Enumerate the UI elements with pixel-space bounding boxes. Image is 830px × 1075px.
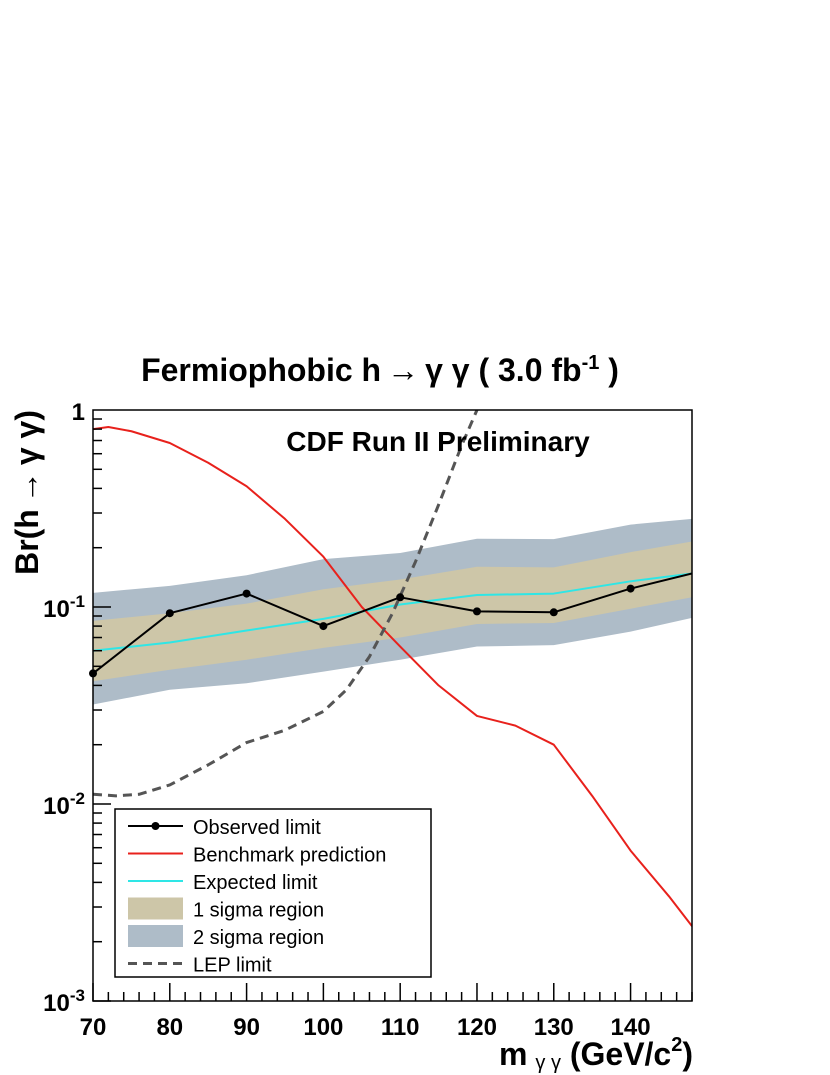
ylabel-arrow: → [9, 471, 45, 503]
benchmark-prediction-line [93, 425, 692, 927]
legend-label-1-sigma-region: 1 sigma region [193, 900, 324, 922]
legend-label-lep-limit: LEP limit [193, 955, 272, 977]
lep-limit-line [93, 410, 479, 798]
legend-box [114, 808, 432, 978]
observed-limit-point [549, 608, 558, 617]
observed-limit-point [319, 622, 328, 631]
legend-marker-observed-limit [151, 822, 160, 830]
ylabel-main: Br(h [9, 509, 45, 575]
observed-limit-point [396, 593, 405, 602]
xlabel-unit: (GeV/c [561, 1036, 671, 1072]
xlabel-main: m [499, 1036, 527, 1072]
x-tick-label: 70 [80, 1014, 107, 1041]
x-tick-label: 100 [303, 1014, 343, 1041]
legend-label-observed-limit: Observed limit [193, 817, 321, 839]
legend-label-expected-limit: Expected limit [193, 872, 318, 894]
legend-label-benchmark-prediction: Benchmark prediction [193, 845, 386, 867]
x-axis-label: m γ γ (GeV/c2) [499, 1034, 693, 1074]
title-middle: γ γ ( 3.0 fb [425, 352, 582, 388]
x-tick-label: 140 [611, 1014, 651, 1041]
x-axis-ticks: 70 80 90 100 110 120 130 140 [80, 983, 693, 1041]
y-axis-label: Br(h → γ γ) [9, 410, 45, 575]
expected-limit-line [93, 572, 692, 652]
x-tick-label: 80 [156, 1014, 183, 1041]
observed-limit-point [242, 589, 251, 598]
chart-title: Fermiophobic h → γ γ ( 3.0 fb-1 ) [141, 352, 619, 388]
legend-label-2-sigma-region: 2 sigma region [193, 927, 324, 949]
x-tick-label: 130 [534, 1014, 574, 1041]
xlabel-sub: γ γ [535, 1052, 561, 1074]
observed-limit-point [626, 584, 635, 593]
y-tick-label: 10-3 [43, 986, 85, 1017]
legend: Observed limit Benchmark prediction Expect… [114, 808, 432, 978]
ylabel-rest: γ γ) [9, 410, 45, 465]
title-suffix: ) [599, 352, 619, 388]
title-prefix: Fermiophobic h [141, 352, 381, 388]
x-tick-label: 110 [381, 1014, 420, 1041]
y-tick-label: 1 [72, 399, 85, 426]
x-tick-label: 90 [233, 1014, 260, 1041]
title-sup: -1 [582, 352, 600, 374]
title-arrow: → [387, 352, 419, 388]
annotation-label: CDF Run II Preliminary [286, 426, 590, 457]
legend-swatch-1-sigma-region [128, 897, 183, 920]
observed-limit-point [165, 609, 174, 618]
bands-layer [93, 518, 692, 705]
y-axis-ticks: 10-3 10-2 10-1 1 [43, 399, 111, 1017]
1-sigma-region-band [93, 541, 692, 682]
observed-limit-point [472, 607, 481, 616]
y-tick-label: 10-2 [43, 789, 85, 820]
plot-frame [92, 409, 693, 1002]
x-tick-label: 120 [457, 1014, 497, 1041]
xlabel-sup: 2 [671, 1034, 682, 1056]
legend-swatch-2-sigma-region [128, 925, 183, 947]
y-tick-label: 10-1 [43, 592, 85, 623]
xlabel-close: ) [682, 1036, 693, 1072]
